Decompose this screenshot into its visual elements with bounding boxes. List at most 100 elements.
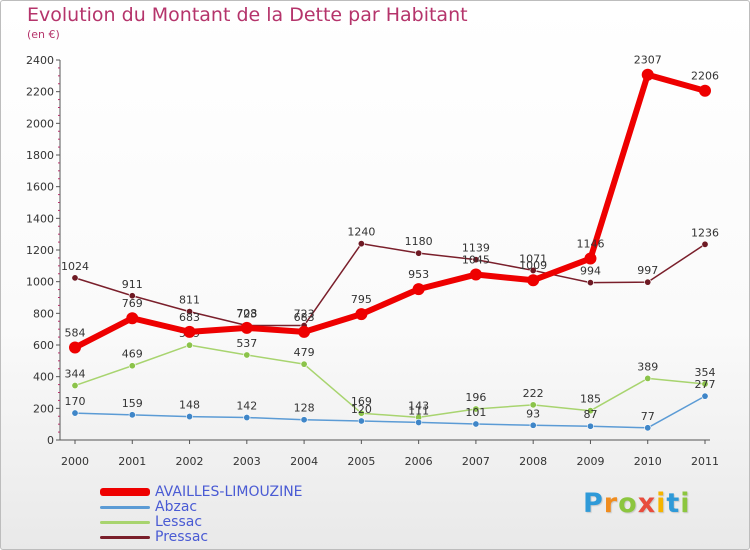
- data-point-pressac: [529, 266, 537, 274]
- data-point-abzac: [415, 418, 423, 426]
- data-point-pressac: [128, 292, 136, 300]
- data-label-abzac: 93: [526, 407, 540, 420]
- proxiti-logo[interactable]: Proxiti: [583, 488, 691, 519]
- data-point-availles-limouzine: [584, 252, 597, 265]
- legend-label: Lessac: [155, 514, 203, 530]
- data-label-lessac: 389: [637, 360, 658, 373]
- data-point-abzac: [586, 422, 594, 430]
- data-point-availles-limouzine: [183, 325, 196, 338]
- legend-label: AVAILLES-LIMOUZINE: [155, 484, 303, 500]
- data-label-pressac: 811: [179, 294, 200, 307]
- data-point-lessac: [300, 360, 308, 368]
- data-label-availles-limouzine: 953: [408, 268, 429, 281]
- x-tick-label: 2000: [61, 455, 89, 468]
- data-label-availles-limouzine: 683: [294, 311, 315, 324]
- data-point-abzac: [186, 413, 194, 421]
- chart-title: Evolution du Montant de la Dette par Hab…: [27, 4, 468, 26]
- data-label-availles-limouzine: 2206: [691, 70, 719, 83]
- x-tick-label: 2002: [176, 455, 204, 468]
- y-tick-label: 800: [33, 307, 54, 320]
- data-label-availles-limouzine: 1146: [576, 238, 604, 251]
- data-label-lessac: 537: [236, 337, 257, 350]
- legend-swatch: [100, 505, 150, 509]
- legend-swatch: [100, 488, 150, 496]
- data-point-lessac: [128, 362, 136, 370]
- data-label-availles-limouzine: 795: [351, 293, 372, 306]
- y-tick-label: 0: [47, 434, 54, 447]
- data-point-availles-limouzine: [69, 341, 81, 354]
- x-tick-label: 2003: [233, 455, 261, 468]
- series-line-abzac: [74, 395, 706, 429]
- data-label-availles-limouzine: 2307: [634, 54, 662, 67]
- x-tick-label: 2005: [347, 455, 375, 468]
- data-label-abzac: 101: [465, 406, 486, 419]
- data-label-abzac: 111: [408, 404, 429, 417]
- x-tick-label: 2006: [405, 455, 433, 468]
- data-label-abzac: 148: [179, 399, 200, 412]
- data-point-availles-limouzine: [699, 84, 711, 97]
- data-label-pressac: 1024: [61, 260, 89, 273]
- logo-letter: i: [680, 488, 691, 519]
- y-tick-label: 1600: [26, 181, 54, 194]
- data-label-availles-limouzine: 584: [65, 327, 86, 340]
- data-label-lessac: 354: [695, 366, 716, 379]
- logo-letter: i: [656, 488, 667, 519]
- data-point-lessac: [243, 351, 251, 359]
- data-point-pressac: [586, 279, 594, 287]
- data-point-abzac: [701, 392, 709, 400]
- data-label-lessac: 169: [351, 395, 372, 408]
- data-label-abzac: 142: [236, 400, 257, 413]
- data-label-abzac: 277: [695, 378, 716, 391]
- x-tick-label: 2004: [290, 455, 318, 468]
- data-label-abzac: 128: [294, 402, 315, 415]
- data-label-availles-limouzine: 1009: [519, 259, 547, 272]
- data-point-availles-limouzine: [355, 308, 368, 321]
- data-label-availles-limouzine: 769: [122, 297, 143, 310]
- data-point-pressac: [71, 274, 79, 282]
- data-point-lessac: [529, 401, 537, 409]
- x-tick-label: 2010: [634, 455, 662, 468]
- data-label-pressac: 1139: [462, 242, 490, 255]
- logo-letter: P: [583, 488, 604, 519]
- data-label-lessac: 469: [122, 348, 143, 361]
- data-point-abzac: [529, 421, 537, 429]
- data-point-abzac: [243, 414, 251, 422]
- data-point-availles-limouzine: [126, 312, 139, 325]
- data-label-abzac: 170: [65, 395, 86, 408]
- data-label-lessac: 196: [465, 391, 486, 404]
- logo-letter: x: [637, 488, 657, 519]
- data-label-pressac: 1180: [405, 235, 433, 248]
- y-tick-label: 400: [33, 371, 54, 384]
- data-label-availles-limouzine: 683: [179, 311, 200, 324]
- data-point-lessac: [357, 409, 365, 417]
- data-point-availles-limouzine: [641, 68, 654, 81]
- data-point-abzac: [71, 409, 79, 417]
- data-label-pressac: 1071: [519, 252, 547, 265]
- data-point-lessac: [186, 341, 194, 349]
- chart-subtitle: (en €): [27, 28, 60, 41]
- y-tick-label: 200: [33, 402, 54, 415]
- data-point-pressac: [701, 240, 709, 248]
- data-label-pressac: 1240: [347, 226, 375, 239]
- data-label-abzac: 87: [583, 408, 597, 421]
- data-point-lessac: [586, 407, 594, 415]
- logo-letter: r: [603, 488, 619, 519]
- data-point-abzac: [128, 411, 136, 419]
- data-label-lessac: 222: [523, 387, 544, 400]
- data-point-pressac: [186, 308, 194, 316]
- y-tick-label: 2000: [26, 117, 54, 130]
- x-tick-label: 2009: [576, 455, 604, 468]
- legend-swatch: [100, 520, 150, 524]
- data-point-abzac: [472, 420, 480, 428]
- series-line-pressac: [74, 242, 706, 327]
- data-point-pressac: [644, 278, 652, 286]
- data-point-abzac: [300, 416, 308, 424]
- data-point-lessac: [472, 405, 480, 413]
- y-tick-label: 1000: [26, 276, 54, 289]
- y-tick-label: 1800: [26, 149, 54, 162]
- data-point-availles-limouzine: [240, 321, 253, 334]
- data-point-availles-limouzine: [527, 274, 540, 287]
- data-label-abzac: 77: [641, 410, 655, 423]
